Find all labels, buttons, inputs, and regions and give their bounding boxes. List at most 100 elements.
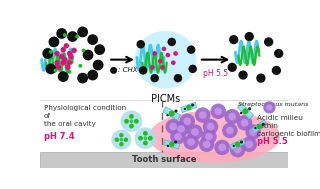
Circle shape xyxy=(226,127,234,134)
Circle shape xyxy=(229,35,238,44)
Circle shape xyxy=(262,123,265,126)
Ellipse shape xyxy=(134,31,196,88)
Circle shape xyxy=(162,46,166,51)
Circle shape xyxy=(234,146,242,154)
Circle shape xyxy=(241,119,248,127)
Circle shape xyxy=(203,119,218,134)
Circle shape xyxy=(174,133,182,140)
Circle shape xyxy=(180,114,195,129)
Circle shape xyxy=(224,109,240,124)
Circle shape xyxy=(186,105,191,110)
Circle shape xyxy=(214,107,222,115)
Circle shape xyxy=(124,138,128,142)
Circle shape xyxy=(150,74,159,82)
Circle shape xyxy=(82,48,85,52)
Circle shape xyxy=(54,60,60,65)
Circle shape xyxy=(60,47,66,52)
Text: : CHX: : CHX xyxy=(117,67,137,73)
Ellipse shape xyxy=(134,127,156,149)
Circle shape xyxy=(68,70,71,74)
Circle shape xyxy=(119,133,124,137)
Circle shape xyxy=(42,48,53,59)
Circle shape xyxy=(191,104,194,107)
Circle shape xyxy=(183,134,199,150)
Circle shape xyxy=(235,142,240,147)
Circle shape xyxy=(244,32,254,41)
Circle shape xyxy=(248,107,251,110)
Circle shape xyxy=(228,63,237,72)
Circle shape xyxy=(87,70,98,81)
Circle shape xyxy=(77,73,88,84)
Text: Tooth surface: Tooth surface xyxy=(132,155,196,164)
Circle shape xyxy=(60,60,66,65)
Polygon shape xyxy=(164,140,180,149)
Circle shape xyxy=(49,50,53,54)
Polygon shape xyxy=(229,139,246,150)
Circle shape xyxy=(173,121,189,137)
Circle shape xyxy=(177,125,185,133)
Ellipse shape xyxy=(148,110,280,163)
Circle shape xyxy=(199,137,214,152)
Ellipse shape xyxy=(111,130,132,150)
Circle shape xyxy=(230,142,245,157)
Circle shape xyxy=(68,54,74,59)
Circle shape xyxy=(238,70,248,80)
Circle shape xyxy=(137,40,145,48)
Circle shape xyxy=(264,37,273,46)
Circle shape xyxy=(249,128,257,136)
Circle shape xyxy=(167,145,169,147)
Circle shape xyxy=(203,140,211,148)
Circle shape xyxy=(266,104,273,110)
Circle shape xyxy=(62,57,68,62)
Circle shape xyxy=(87,34,98,45)
Circle shape xyxy=(53,68,57,72)
Circle shape xyxy=(274,49,283,58)
Circle shape xyxy=(130,119,133,123)
Circle shape xyxy=(71,48,77,53)
Circle shape xyxy=(173,51,178,56)
Circle shape xyxy=(67,51,72,56)
Circle shape xyxy=(64,43,69,48)
Circle shape xyxy=(256,74,266,83)
Circle shape xyxy=(205,133,213,140)
Ellipse shape xyxy=(121,110,142,132)
Circle shape xyxy=(93,60,104,70)
Text: pH 5.5: pH 5.5 xyxy=(257,137,288,146)
Circle shape xyxy=(54,51,60,56)
Circle shape xyxy=(115,138,119,142)
Circle shape xyxy=(207,123,214,130)
Circle shape xyxy=(63,33,67,37)
Circle shape xyxy=(195,107,211,123)
Circle shape xyxy=(94,44,105,55)
Circle shape xyxy=(218,144,226,151)
Circle shape xyxy=(233,145,235,147)
Polygon shape xyxy=(252,120,267,133)
Circle shape xyxy=(75,35,79,39)
Circle shape xyxy=(152,51,157,56)
Text: Streptococcus mutans: Streptococcus mutans xyxy=(238,102,308,107)
Circle shape xyxy=(240,112,242,114)
Circle shape xyxy=(188,65,197,73)
Circle shape xyxy=(169,123,177,130)
Circle shape xyxy=(237,115,252,130)
Circle shape xyxy=(138,136,143,141)
Circle shape xyxy=(59,54,64,59)
Circle shape xyxy=(245,140,253,148)
Circle shape xyxy=(56,65,61,70)
Polygon shape xyxy=(180,102,197,112)
Polygon shape xyxy=(237,103,253,119)
Circle shape xyxy=(254,127,257,129)
Text: Acidic milieu
within
cariogenic biofilm: Acidic milieu within cariogenic biofilm xyxy=(257,115,320,137)
Circle shape xyxy=(174,74,182,82)
Circle shape xyxy=(158,59,163,64)
Circle shape xyxy=(45,64,56,74)
Circle shape xyxy=(199,111,207,119)
Circle shape xyxy=(242,137,257,152)
Circle shape xyxy=(49,36,60,47)
Circle shape xyxy=(228,113,236,120)
Circle shape xyxy=(83,50,93,60)
Circle shape xyxy=(174,140,177,144)
Circle shape xyxy=(148,136,153,141)
Circle shape xyxy=(169,111,175,116)
Circle shape xyxy=(143,141,148,145)
